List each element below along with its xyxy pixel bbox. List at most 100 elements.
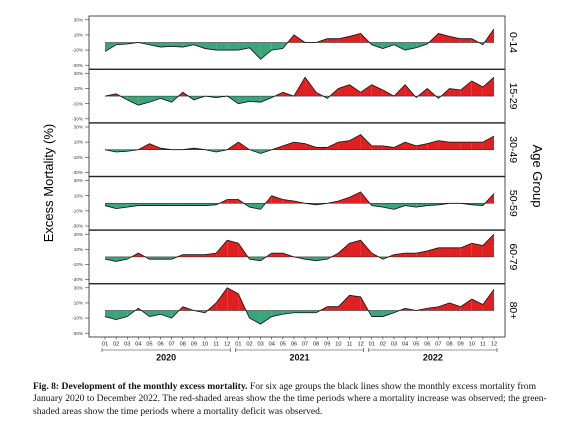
series-line bbox=[104, 76, 495, 106]
deficit-area bbox=[105, 203, 117, 209]
excess-area bbox=[360, 134, 372, 150]
y-tick-label: -30% bbox=[72, 331, 83, 336]
deficit-area bbox=[149, 310, 161, 317]
x-tick-label: 10 bbox=[469, 342, 475, 348]
deficit-area bbox=[193, 203, 206, 206]
excess-area bbox=[327, 38, 339, 43]
x-tick-label: 08 bbox=[180, 342, 186, 348]
y-tick-label: -30% bbox=[72, 224, 83, 229]
deficit-area bbox=[249, 256, 261, 261]
excess-area bbox=[438, 140, 450, 150]
excess-area bbox=[305, 143, 317, 150]
panels: 30%10%-10%-30%0-1430%10%-10%-30%15-2930%… bbox=[72, 15, 519, 338]
panel-0-14: 30% 10% -10% -30% 0-14 bbox=[72, 15, 519, 70]
deficit-area bbox=[182, 42, 194, 48]
x-tick-label: 04 bbox=[135, 342, 141, 348]
excess-area bbox=[282, 199, 294, 204]
age-group-label: 60-79 bbox=[507, 243, 519, 270]
x-tick-label: 01 bbox=[102, 342, 108, 348]
deficit-area bbox=[382, 203, 394, 210]
deficit-area bbox=[227, 42, 239, 51]
excess-area bbox=[416, 250, 428, 257]
excess-area bbox=[349, 84, 361, 97]
excess-area bbox=[471, 80, 483, 97]
deficit-area bbox=[282, 310, 294, 315]
excess-area bbox=[305, 77, 317, 97]
excess-area bbox=[393, 253, 406, 257]
deficit-area bbox=[160, 96, 172, 103]
deficit-area bbox=[249, 96, 261, 103]
excess-area bbox=[227, 199, 239, 204]
panel-frame bbox=[88, 69, 506, 123]
y-tick-label: -30% bbox=[72, 63, 83, 68]
y-tick-label: -10% bbox=[72, 48, 83, 53]
deficit-area bbox=[171, 203, 183, 206]
excess-area bbox=[382, 145, 394, 150]
x-tick-label: 12 bbox=[491, 342, 497, 348]
x-tick-label: 11 bbox=[347, 342, 353, 348]
x-tick-label: 04 bbox=[402, 342, 408, 348]
excess-area bbox=[371, 145, 383, 150]
y-tick-label: 30% bbox=[74, 285, 83, 290]
excess-area bbox=[482, 136, 494, 150]
x-tick-label: 10 bbox=[202, 342, 208, 348]
series-line bbox=[104, 134, 495, 154]
excess-area bbox=[338, 84, 350, 97]
deficit-area bbox=[116, 256, 128, 262]
y-tick-label: 30% bbox=[74, 71, 83, 76]
excess-area bbox=[460, 243, 472, 257]
panel-frame bbox=[88, 15, 506, 70]
deficit-area bbox=[371, 42, 383, 49]
x-tick-label: 08 bbox=[313, 342, 319, 348]
x-tick-label: 07 bbox=[169, 342, 175, 348]
excess-area bbox=[471, 142, 483, 150]
deficit-area bbox=[382, 42, 394, 49]
excess-area bbox=[449, 88, 461, 97]
deficit-area bbox=[371, 310, 383, 317]
excess-area bbox=[405, 253, 417, 257]
excess-area bbox=[482, 77, 494, 97]
deficit-area bbox=[216, 42, 228, 51]
y-tick-label: 30% bbox=[74, 125, 83, 130]
x-tick-label: 11 bbox=[480, 342, 486, 348]
x-tick-label: 06 bbox=[424, 342, 430, 348]
deficit-area bbox=[105, 256, 117, 262]
excess-area bbox=[349, 33, 361, 43]
excess-area bbox=[449, 36, 461, 43]
deficit-area bbox=[138, 203, 150, 206]
panel-60-79: 30% 10% -10% -30% 60-79 bbox=[72, 229, 519, 284]
y-tick-label: -10% bbox=[72, 155, 83, 160]
excess-area bbox=[216, 240, 228, 257]
caption-label: Fig. 8: Development of the monthly exces… bbox=[33, 381, 248, 392]
deficit-area bbox=[127, 96, 139, 106]
x-tick-label: 06 bbox=[157, 342, 163, 348]
excess-area bbox=[338, 197, 350, 204]
right-axis-title: Age Group bbox=[530, 145, 545, 208]
x-tick-label: 05 bbox=[146, 342, 152, 348]
excess-area bbox=[316, 147, 328, 150]
excess-area bbox=[438, 302, 450, 311]
excess-area bbox=[182, 254, 194, 257]
y-tick-label: 10% bbox=[74, 86, 83, 91]
excess-area bbox=[482, 289, 494, 311]
excess-area bbox=[471, 299, 483, 311]
x-tick-label: 07 bbox=[302, 342, 308, 348]
deficit-area bbox=[371, 203, 383, 208]
excess-area bbox=[349, 240, 361, 257]
y-tick-label: -10% bbox=[72, 262, 83, 267]
excess-area bbox=[327, 142, 339, 150]
excess-area bbox=[460, 38, 472, 43]
excess-area bbox=[360, 240, 372, 257]
y-tick-label: 10% bbox=[74, 301, 83, 306]
age-group-label: 30-49 bbox=[507, 136, 519, 163]
excess-area bbox=[371, 84, 383, 97]
x-tick-label: 03 bbox=[257, 342, 263, 348]
x-tick-label: 01 bbox=[235, 342, 241, 348]
excess-area bbox=[338, 295, 350, 311]
y-tick-label: 10% bbox=[74, 247, 83, 252]
age-group-label: 0-14 bbox=[507, 32, 519, 53]
deficit-area bbox=[127, 203, 139, 208]
y-tick-label: 10% bbox=[74, 140, 83, 145]
excess-area bbox=[460, 299, 472, 311]
